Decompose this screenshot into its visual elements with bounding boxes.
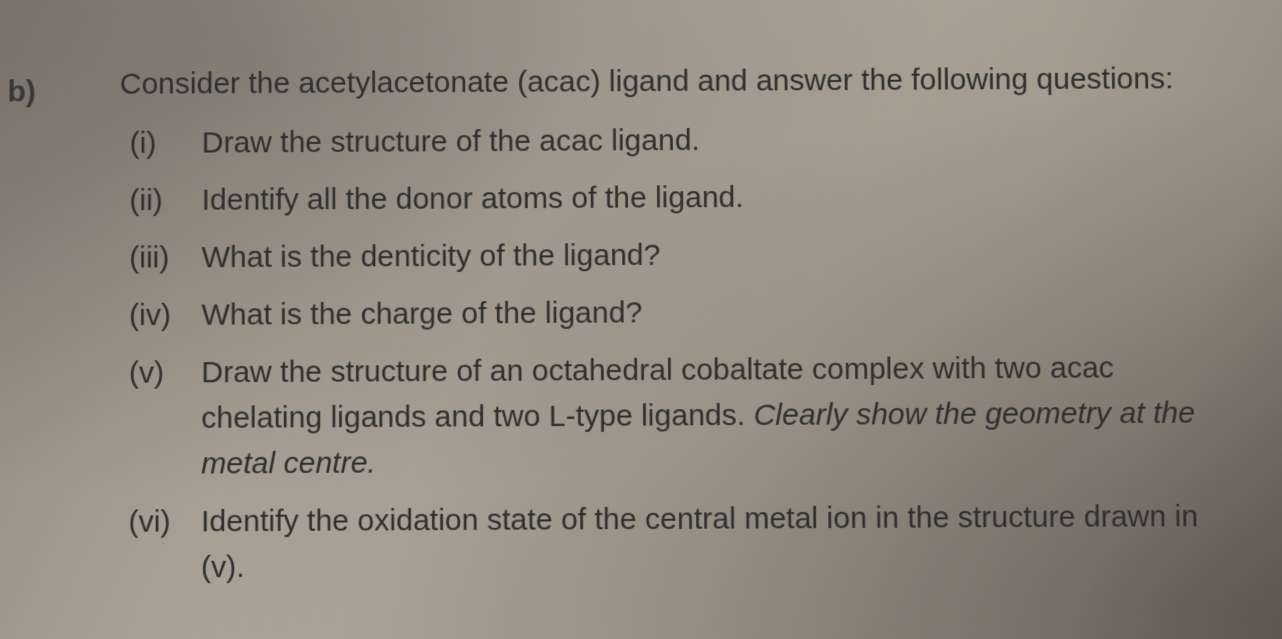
- list-item: (vi) Identify the oxidation state of the…: [128, 493, 1220, 590]
- list-item: (iii) What is the denticity of the ligan…: [129, 229, 1216, 280]
- part-label: b): [7, 75, 36, 109]
- item-text: Draw the structure of an octahedral coba…: [201, 344, 1219, 486]
- list-item: (v) Draw the structure of an octahedral …: [129, 344, 1219, 486]
- exam-page: b) Consider the acetylacetonate (acac) l…: [0, 0, 1282, 639]
- list-item: (iv) What is the charge of the ligand?: [129, 287, 1217, 338]
- list-item: (i) Draw the structure of the acac ligan…: [130, 115, 1215, 166]
- roman-numeral: (ii): [129, 177, 187, 223]
- question-items: (i) Draw the structure of the acac ligan…: [128, 115, 1220, 591]
- roman-numeral: (iii): [129, 235, 187, 281]
- roman-numeral: (v): [129, 350, 187, 396]
- item-text: Draw the structure of the acac ligand.: [202, 115, 1215, 165]
- roman-numeral: (i): [130, 120, 188, 165]
- item-text: What is the charge of the ligand?: [201, 287, 1216, 338]
- item-text: What is the denticity of the ligand?: [201, 229, 1215, 280]
- question-intro: Consider the acetylacetonate (acac) liga…: [120, 57, 1214, 106]
- item-text: Identify the oxidation state of the cent…: [201, 493, 1220, 590]
- roman-numeral: (vi): [128, 498, 187, 544]
- item-text: Identify all the donor atoms of the liga…: [202, 172, 1216, 223]
- roman-numeral: (iv): [129, 292, 187, 338]
- list-item: (ii) Identify all the donor atoms of the…: [129, 172, 1215, 223]
